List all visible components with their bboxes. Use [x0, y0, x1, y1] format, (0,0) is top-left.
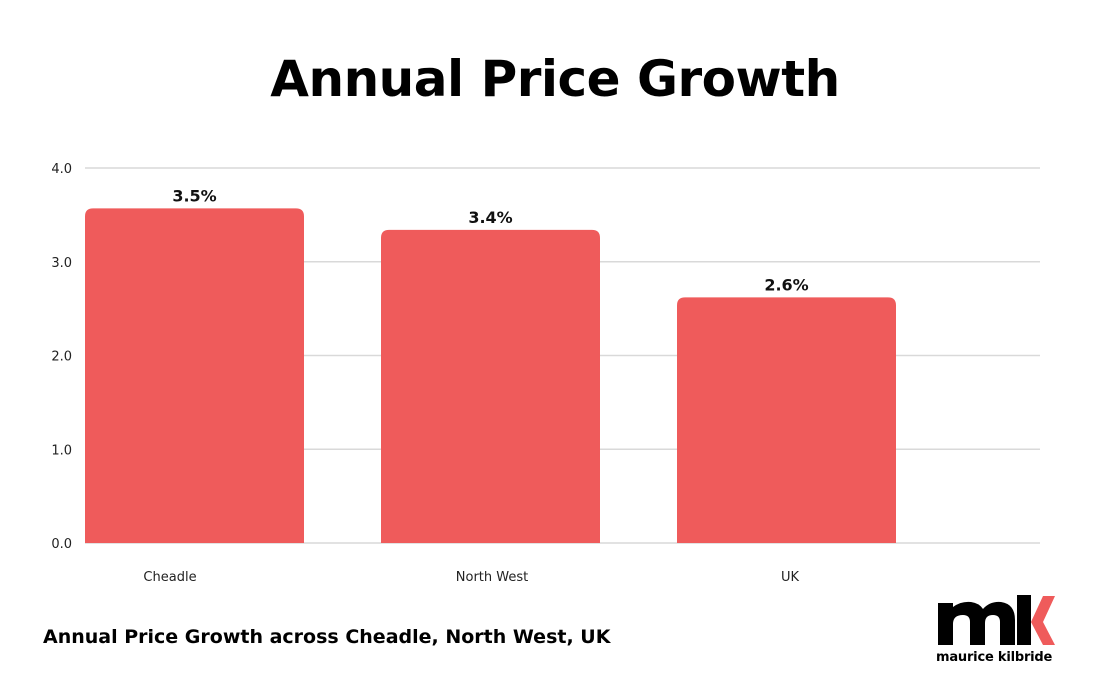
- x-tick-label: UK: [781, 570, 800, 585]
- x-tick-label: North West: [456, 570, 528, 585]
- data-label: 3.4%: [468, 208, 512, 227]
- data-label: 2.6%: [764, 275, 808, 294]
- y-tick-label: 1.0: [51, 443, 72, 458]
- data-label: 3.5%: [172, 186, 216, 205]
- mk-logo-icon: [938, 595, 1055, 645]
- bar-north-west: [381, 229, 600, 543]
- y-tick-label: 2.0: [51, 350, 72, 365]
- bar-uk: [677, 297, 896, 543]
- y-tick-label: 0.0: [51, 537, 72, 552]
- y-tick-label: 3.0: [51, 256, 72, 271]
- chart-caption: Annual Price Growth across Cheadle, Nort…: [43, 626, 611, 648]
- y-tick-label: 4.0: [51, 162, 72, 177]
- x-tick-label: Cheadle: [143, 570, 196, 585]
- bar-cheadle: [85, 208, 304, 543]
- logo-text: maurice kilbride: [936, 650, 1053, 665]
- chart-title: Annual Price Growth: [270, 50, 840, 108]
